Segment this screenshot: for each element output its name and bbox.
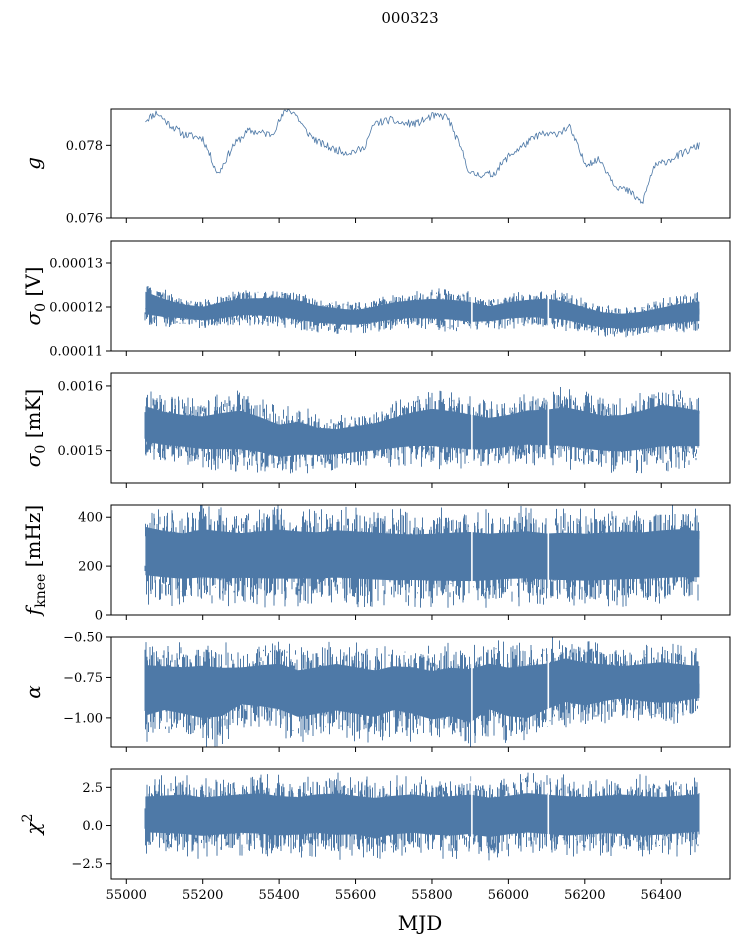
ytick-label: 0.0016 xyxy=(58,379,104,394)
ytick-label: 0.0 xyxy=(82,819,103,834)
data-gap-0 xyxy=(471,505,473,615)
plot-area-chi2 xyxy=(144,769,700,879)
data-gap-0 xyxy=(471,769,473,879)
panel-gain: 0.076 0.078 g xyxy=(21,108,731,227)
xtick-label: 55200 xyxy=(182,888,223,903)
series-core-sigma0_mk xyxy=(145,405,700,457)
x-axis-label: MJD xyxy=(398,911,443,935)
data-gap-0 xyxy=(471,241,473,351)
y-axis-label-fknee: fknee [mHz] xyxy=(21,505,49,617)
series-core-chi2 xyxy=(145,793,700,839)
plot-area-gain xyxy=(145,109,700,204)
xtick-label: 56400 xyxy=(641,888,682,903)
y-axis-label-sigma0_v: σ0 [V] xyxy=(21,267,49,326)
data-gap-1 xyxy=(547,241,550,351)
data-gap-1 xyxy=(547,769,550,879)
ytick-label: 2.5 xyxy=(82,781,103,796)
panel-chi2: −2.5 0.0 2.5 55000 55200 55400 55600 55800 56000… xyxy=(20,768,731,903)
axes-frame-chi2 xyxy=(110,768,731,880)
ytick-label: −0.75 xyxy=(63,671,103,686)
ytick-label: 0.078 xyxy=(66,139,103,154)
xtick-label: 55000 xyxy=(106,888,147,903)
ytick-label: 0.00011 xyxy=(49,345,103,360)
plot-area-sigma0_v xyxy=(144,241,700,351)
axes-frame-sigma0_mk xyxy=(110,372,731,484)
xtick-label: 55400 xyxy=(258,888,299,903)
axes-frame-fknee xyxy=(110,504,731,616)
plot-area-alpha xyxy=(144,637,700,747)
ytick-label: 0.00013 xyxy=(49,257,103,272)
data-gap-0 xyxy=(471,637,473,747)
y-axis-label-chi2: χ2 xyxy=(20,813,45,836)
ytick-label: 200 xyxy=(78,560,103,575)
ytick-label: −2.5 xyxy=(71,857,103,872)
ytick-label: 0.076 xyxy=(66,212,103,227)
data-gap-1 xyxy=(547,505,550,615)
series-core-fknee xyxy=(145,526,700,582)
ytick-label: 400 xyxy=(78,511,103,526)
xtick-label: 56000 xyxy=(488,888,529,903)
plot-area-sigma0_mk xyxy=(144,373,700,483)
series-core-sigma0_v xyxy=(145,291,700,329)
plot-area-fknee xyxy=(144,505,700,615)
y-axis-label-gain: g xyxy=(21,157,45,170)
ytick-label: 0.00012 xyxy=(49,301,103,316)
axes-frame-sigma0_v xyxy=(110,240,731,352)
axes-frame-alpha xyxy=(110,636,731,748)
ytick-label: 0.0015 xyxy=(58,444,104,459)
y-axis-label-alpha: α xyxy=(21,685,45,699)
panel-fknee: 0 200 400 fknee [mHz] xyxy=(21,504,731,624)
ytick-label: −1.00 xyxy=(63,711,103,726)
figure-title: 000323 xyxy=(381,9,438,27)
y-axis-label-sigma0_mk: σ0 [mK] xyxy=(21,389,49,467)
ytick-label: −0.50 xyxy=(63,631,103,646)
ytick-label: 0 xyxy=(95,609,103,624)
panel-sigma0_mk: 0.0015 0.0016 σ0 [mK] xyxy=(21,372,731,488)
series-core-alpha xyxy=(145,658,700,723)
data-gap-1 xyxy=(547,373,550,483)
xtick-label: 55800 xyxy=(411,888,452,903)
xtick-label: 55600 xyxy=(335,888,376,903)
xtick-label: 56200 xyxy=(564,888,605,903)
data-gap-0 xyxy=(471,373,473,483)
series-line-gain xyxy=(145,109,700,204)
axes-frame-gain xyxy=(110,108,731,219)
panel-alpha: −1.00 −0.75 −0.50 α xyxy=(21,631,731,752)
data-gap-1 xyxy=(547,637,550,747)
